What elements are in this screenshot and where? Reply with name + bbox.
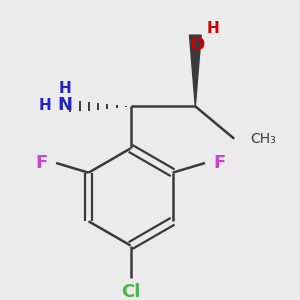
- Text: F: F: [36, 154, 48, 172]
- Text: F: F: [213, 154, 225, 172]
- Text: H: H: [207, 21, 220, 36]
- Text: H: H: [39, 98, 52, 112]
- Polygon shape: [190, 35, 201, 106]
- Text: O: O: [189, 36, 204, 54]
- Text: Cl: Cl: [121, 283, 140, 300]
- Text: H: H: [58, 81, 71, 96]
- Text: N: N: [57, 96, 72, 114]
- Text: CH₃: CH₃: [250, 132, 276, 146]
